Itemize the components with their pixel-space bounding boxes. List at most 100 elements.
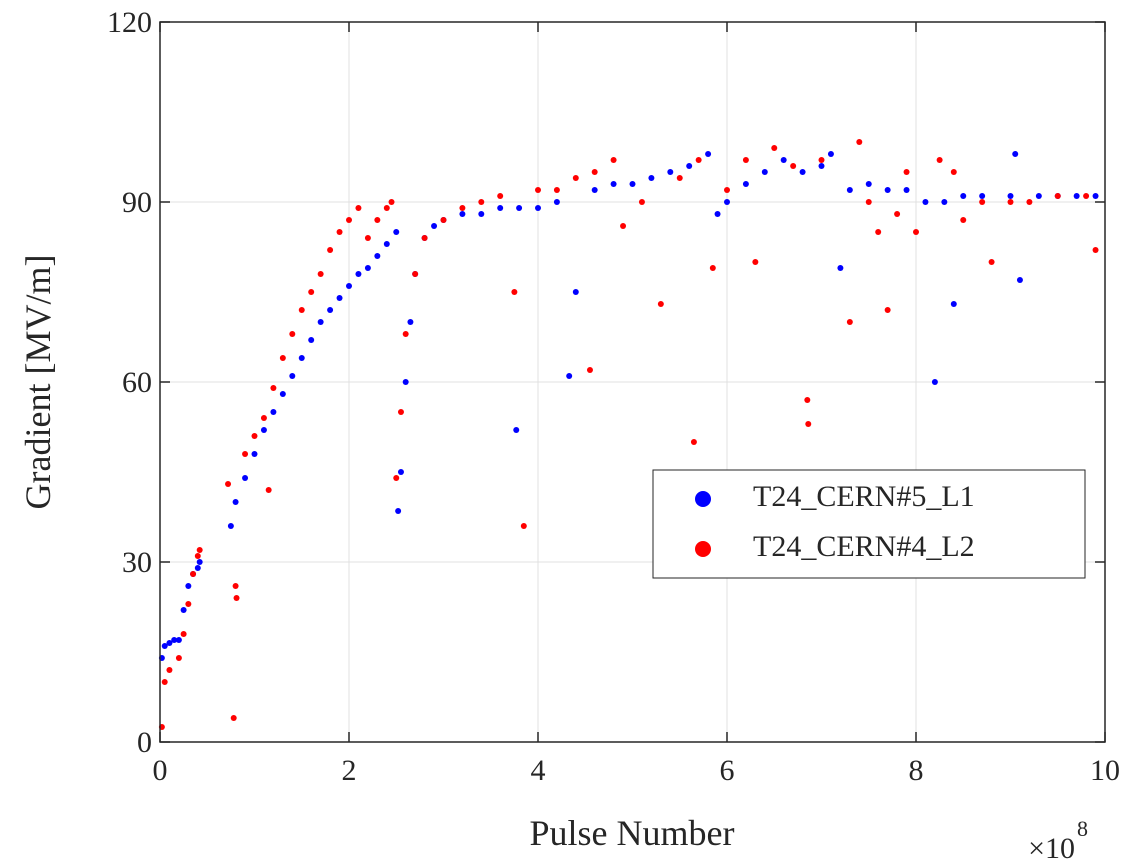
point — [431, 223, 438, 229]
point — [397, 469, 404, 475]
point — [950, 169, 957, 175]
point — [171, 637, 178, 643]
point — [686, 163, 693, 169]
point — [412, 271, 419, 277]
point — [440, 217, 447, 223]
point — [856, 139, 863, 145]
point — [327, 307, 334, 313]
point — [979, 199, 986, 205]
y-tick-label: 90 — [122, 186, 152, 219]
point — [511, 289, 518, 295]
point — [780, 157, 787, 163]
point — [166, 640, 173, 646]
point — [364, 235, 371, 241]
point — [397, 409, 404, 415]
point — [279, 355, 286, 361]
point — [591, 187, 598, 193]
legend-label: T24_CERN#4_L2 — [753, 530, 975, 563]
point — [591, 169, 598, 175]
point — [251, 433, 258, 439]
point — [804, 397, 811, 403]
point — [629, 181, 636, 187]
x-scale-exponent: 8 — [1077, 816, 1088, 841]
point — [232, 499, 239, 505]
point — [270, 385, 277, 391]
point — [903, 187, 910, 193]
point — [478, 211, 485, 217]
point — [298, 355, 305, 361]
point — [516, 205, 523, 211]
point — [657, 301, 664, 307]
ticks: 0 2 4 6 8 10 0 30 60 90 120 — [107, 6, 1120, 787]
point — [1073, 193, 1080, 199]
point — [175, 637, 182, 643]
point — [225, 481, 232, 487]
point — [374, 253, 381, 259]
point — [270, 409, 277, 415]
legend-box — [652, 469, 1086, 579]
point — [393, 475, 400, 481]
y-tick-label: 0 — [137, 726, 152, 759]
point — [346, 283, 352, 289]
legend-marker — [695, 491, 711, 507]
point — [265, 487, 272, 493]
point — [393, 229, 400, 235]
point — [388, 199, 395, 205]
x-tick-label: 10 — [1090, 754, 1120, 787]
x-tick-label: 4 — [531, 754, 546, 787]
point — [846, 319, 853, 325]
point — [402, 379, 409, 385]
point — [941, 199, 948, 205]
point — [242, 451, 249, 457]
point — [308, 337, 315, 343]
point — [194, 565, 201, 571]
point — [364, 265, 371, 271]
point — [251, 451, 258, 457]
point — [724, 199, 730, 205]
point — [260, 427, 267, 433]
point — [185, 601, 192, 607]
point — [180, 631, 187, 637]
x-scale-base: ×10 — [1028, 832, 1075, 863]
point — [837, 265, 844, 271]
point — [395, 508, 402, 514]
point — [327, 247, 334, 253]
point — [865, 199, 872, 205]
y-tick-label: 60 — [122, 366, 152, 399]
y-axis-label: Gradient [MV/m] — [18, 255, 58, 510]
point — [1012, 151, 1019, 157]
points — [158, 139, 1099, 730]
point — [586, 367, 593, 373]
point — [1054, 193, 1061, 199]
point — [936, 157, 943, 163]
point — [988, 259, 995, 265]
point — [827, 151, 834, 157]
point — [374, 217, 381, 223]
point — [960, 217, 967, 223]
point — [667, 169, 674, 175]
x-axis-label: Pulse Number — [530, 813, 735, 853]
point — [553, 187, 560, 193]
point — [742, 181, 749, 187]
point — [346, 217, 352, 223]
point — [194, 553, 201, 559]
point — [638, 199, 645, 205]
point — [610, 181, 617, 187]
point — [289, 373, 296, 379]
point — [572, 289, 579, 295]
point — [931, 379, 938, 385]
point — [279, 391, 286, 397]
point — [695, 157, 702, 163]
point — [478, 199, 485, 205]
point — [260, 415, 267, 421]
point — [336, 229, 343, 235]
point — [724, 187, 730, 193]
point — [513, 427, 520, 433]
point — [610, 157, 617, 163]
point — [317, 319, 324, 325]
point — [232, 583, 239, 589]
point — [818, 163, 825, 169]
point — [535, 205, 541, 211]
x-tick-label: 0 — [153, 754, 168, 787]
point — [865, 181, 872, 187]
